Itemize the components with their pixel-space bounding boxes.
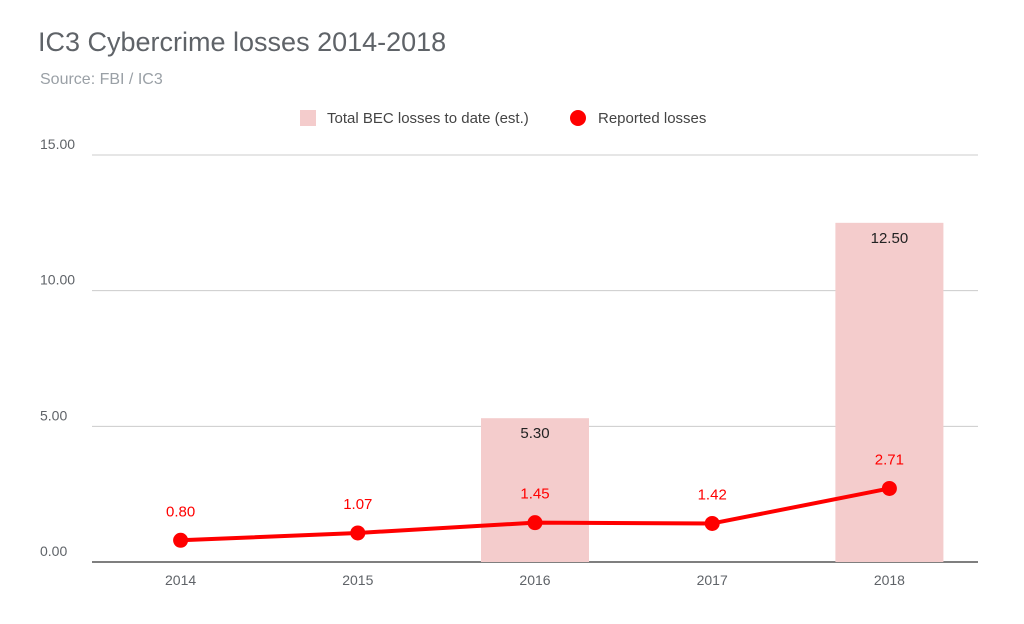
line-data-label: 1.42 bbox=[698, 486, 727, 503]
legend: Total BEC losses to date (est.) Reported… bbox=[300, 110, 706, 127]
legend-swatch-reported-losses bbox=[570, 110, 586, 126]
y-tick-label: 0.00 bbox=[40, 543, 67, 559]
chart-title: IC3 Cybercrime losses 2014-2018 bbox=[38, 27, 447, 57]
x-axis: 2014 2015 2016 2017 2018 bbox=[165, 572, 905, 588]
chart-subtitle: Source: FBI / IC3 bbox=[40, 71, 163, 88]
point-2016 bbox=[527, 515, 543, 531]
y-tick-label: 10.00 bbox=[40, 272, 75, 288]
legend-label-total-bec-losses: Total BEC losses to date (est.) bbox=[327, 110, 529, 127]
x-tick-label: 2017 bbox=[697, 572, 728, 588]
line-data-label: 1.07 bbox=[343, 496, 372, 513]
line-series: 0.80 1.07 1.45 1.42 2.71 bbox=[166, 451, 904, 548]
legend-label-reported-losses: Reported losses bbox=[598, 110, 706, 127]
y-tick-label: 15.00 bbox=[40, 136, 75, 152]
line-data-label: 0.80 bbox=[166, 503, 195, 520]
x-tick-label: 2016 bbox=[519, 572, 550, 588]
legend-swatch-total-bec-losses bbox=[300, 110, 316, 126]
bar-2016 bbox=[481, 418, 589, 562]
line-data-label: 1.45 bbox=[520, 486, 549, 503]
bar-data-label: 5.30 bbox=[520, 425, 549, 442]
x-tick-label: 2014 bbox=[165, 572, 196, 588]
x-tick-label: 2018 bbox=[874, 572, 905, 588]
point-2017 bbox=[704, 515, 720, 531]
bar-data-label: 12.50 bbox=[871, 230, 909, 247]
line-data-label: 2.71 bbox=[875, 451, 904, 468]
x-tick-label: 2015 bbox=[342, 572, 373, 588]
point-2018 bbox=[881, 480, 897, 496]
point-2014 bbox=[173, 532, 189, 548]
y-axis: 0.00 5.00 10.00 15.00 bbox=[40, 136, 75, 559]
bar-series: 5.30 12.50 bbox=[481, 222, 944, 563]
y-tick-label: 5.00 bbox=[40, 407, 67, 423]
bar-2018 bbox=[835, 222, 944, 563]
point-2015 bbox=[350, 525, 366, 541]
